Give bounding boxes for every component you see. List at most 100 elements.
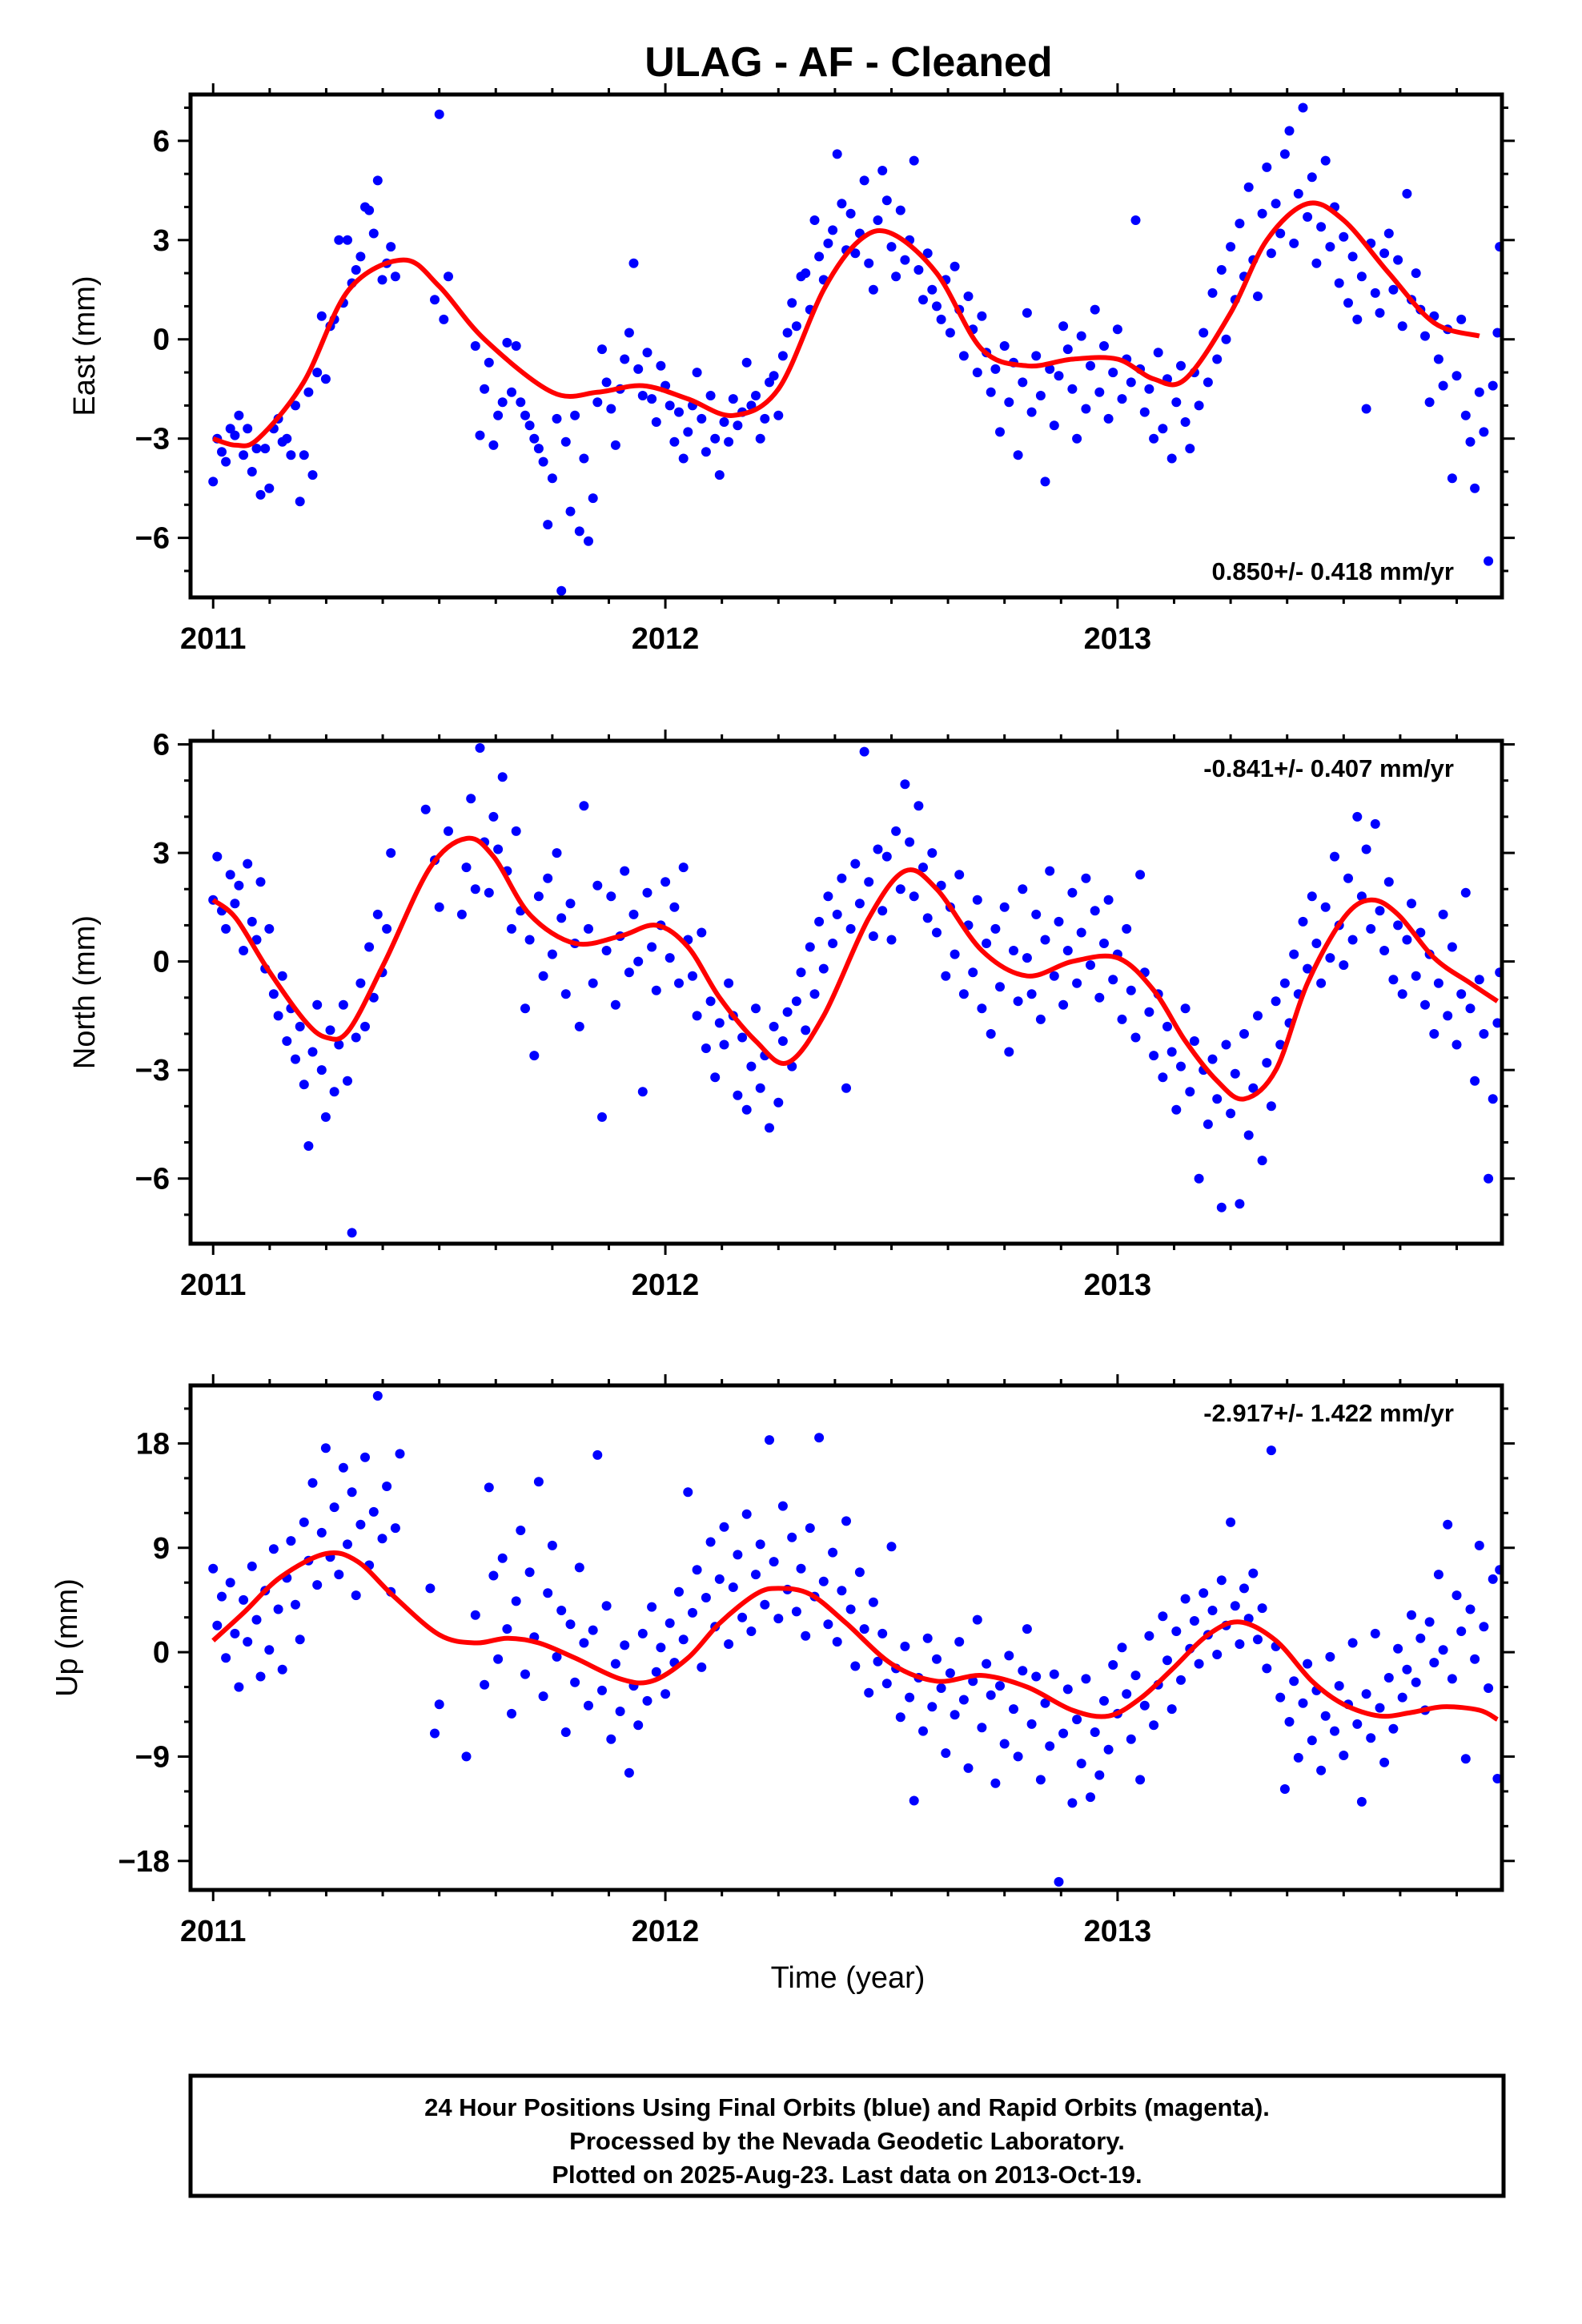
north-data-point xyxy=(360,1021,370,1031)
east-data-point xyxy=(386,242,396,252)
north-data-point xyxy=(1388,975,1399,985)
north-data-point xyxy=(466,794,476,804)
up-data-point xyxy=(881,1679,892,1689)
north-data-point xyxy=(351,1032,361,1043)
north-panel: 2011 2012 2013 −6 −3 0 3 6 North (mm) -0.841+/- 0… xyxy=(68,729,1515,1302)
east-data-point xyxy=(1203,377,1213,388)
north-data-point xyxy=(900,779,910,790)
east-data-point xyxy=(556,585,567,596)
east-data-point xyxy=(516,397,526,408)
north-data-point xyxy=(355,978,366,988)
east-data-point xyxy=(1479,427,1489,437)
north-data-point xyxy=(714,1018,725,1028)
east-data-point xyxy=(697,413,707,424)
north-data-point xyxy=(1470,1076,1480,1086)
north-data-point xyxy=(461,862,472,873)
up-data-point xyxy=(1212,1650,1223,1659)
east-data-point xyxy=(239,450,249,460)
up-data-point xyxy=(592,1449,603,1460)
north-data-point xyxy=(678,862,689,873)
east-data-point xyxy=(1076,331,1086,341)
east-data-point xyxy=(1171,397,1182,408)
east-data-point xyxy=(864,258,874,268)
up-data-point xyxy=(234,1682,244,1692)
east-data-point xyxy=(1081,404,1091,414)
up-data-point xyxy=(647,1602,657,1612)
north-data-point xyxy=(697,927,707,938)
east-data-point xyxy=(963,292,974,301)
up-data-point xyxy=(360,1452,370,1462)
north-data-point xyxy=(1103,895,1114,905)
north-data-point xyxy=(972,895,982,905)
up-data-point xyxy=(1415,1633,1426,1643)
up-data-point xyxy=(1379,1757,1390,1767)
east-data-point xyxy=(230,430,240,440)
up-data-point xyxy=(1194,1659,1204,1669)
up-data-point xyxy=(1443,1519,1453,1530)
east-data-point xyxy=(1126,377,1136,388)
north-data-point xyxy=(719,1039,729,1050)
up-data-point xyxy=(1361,1689,1371,1699)
up-data-point xyxy=(1081,1674,1091,1684)
east-data-point xyxy=(814,251,825,262)
north-data-point xyxy=(1086,960,1095,971)
north-data-point xyxy=(620,866,630,876)
east-data-point xyxy=(877,166,888,175)
up-data-point xyxy=(895,1712,905,1723)
up-data-point xyxy=(1054,1876,1064,1887)
up-data-point xyxy=(1452,1590,1462,1601)
east-data-point xyxy=(1031,351,1042,361)
east-data-point xyxy=(950,261,960,271)
north-data-point xyxy=(1166,1047,1177,1057)
east-data-point xyxy=(606,404,616,414)
east-data-point xyxy=(728,394,738,404)
north-data-point xyxy=(1018,884,1028,895)
north-data-point xyxy=(579,801,589,811)
up-data-point xyxy=(1257,1603,1267,1614)
east-data-point xyxy=(529,433,540,444)
north-data-point xyxy=(1049,971,1059,981)
east-data-point xyxy=(1045,364,1055,374)
up-data-point xyxy=(678,1634,689,1645)
up-data-point xyxy=(1058,1728,1069,1739)
east-data-point xyxy=(307,470,318,480)
up-data-point xyxy=(850,1661,861,1671)
east-data-point xyxy=(497,397,508,408)
north-data-point xyxy=(805,942,815,952)
up-data-point xyxy=(845,1604,856,1614)
up-data-point xyxy=(1366,1733,1376,1743)
up-data-point xyxy=(268,1544,279,1554)
north-data-point xyxy=(1243,1130,1254,1140)
east-data-point xyxy=(1144,384,1154,394)
up-data-point xyxy=(1004,1651,1014,1661)
east-data-point xyxy=(1484,556,1494,566)
up-data-point xyxy=(968,1676,978,1687)
north-data-point xyxy=(1370,818,1380,829)
north-data-point xyxy=(941,971,951,981)
east-data-point xyxy=(637,391,648,400)
north-data-point xyxy=(520,1003,530,1014)
east-data-point xyxy=(1356,271,1367,282)
north-data-point xyxy=(1176,1061,1186,1072)
east-data-point xyxy=(1303,211,1313,222)
up-data-point xyxy=(502,1624,512,1634)
north-data-point xyxy=(1221,1039,1231,1050)
north-data-point xyxy=(1058,999,1069,1010)
up-data-point xyxy=(1474,1540,1484,1550)
up-data-point xyxy=(1334,1681,1344,1691)
east-data-point xyxy=(791,321,801,332)
north-y-tick-label: 3 xyxy=(153,837,170,870)
up-data-point xyxy=(1099,1695,1109,1706)
up-data-point xyxy=(1433,1570,1443,1580)
east-data-point xyxy=(1334,278,1344,288)
east-data-point xyxy=(1438,380,1448,391)
up-data-point xyxy=(372,1391,383,1401)
up-data-point xyxy=(1424,1617,1435,1627)
east-data-point xyxy=(1235,219,1245,229)
east-data-point xyxy=(909,155,919,166)
up-data-point xyxy=(497,1553,508,1563)
east-y-tick-label: −3 xyxy=(135,423,170,456)
up-data-point xyxy=(1298,1698,1308,1708)
up-data-point xyxy=(769,1557,779,1567)
